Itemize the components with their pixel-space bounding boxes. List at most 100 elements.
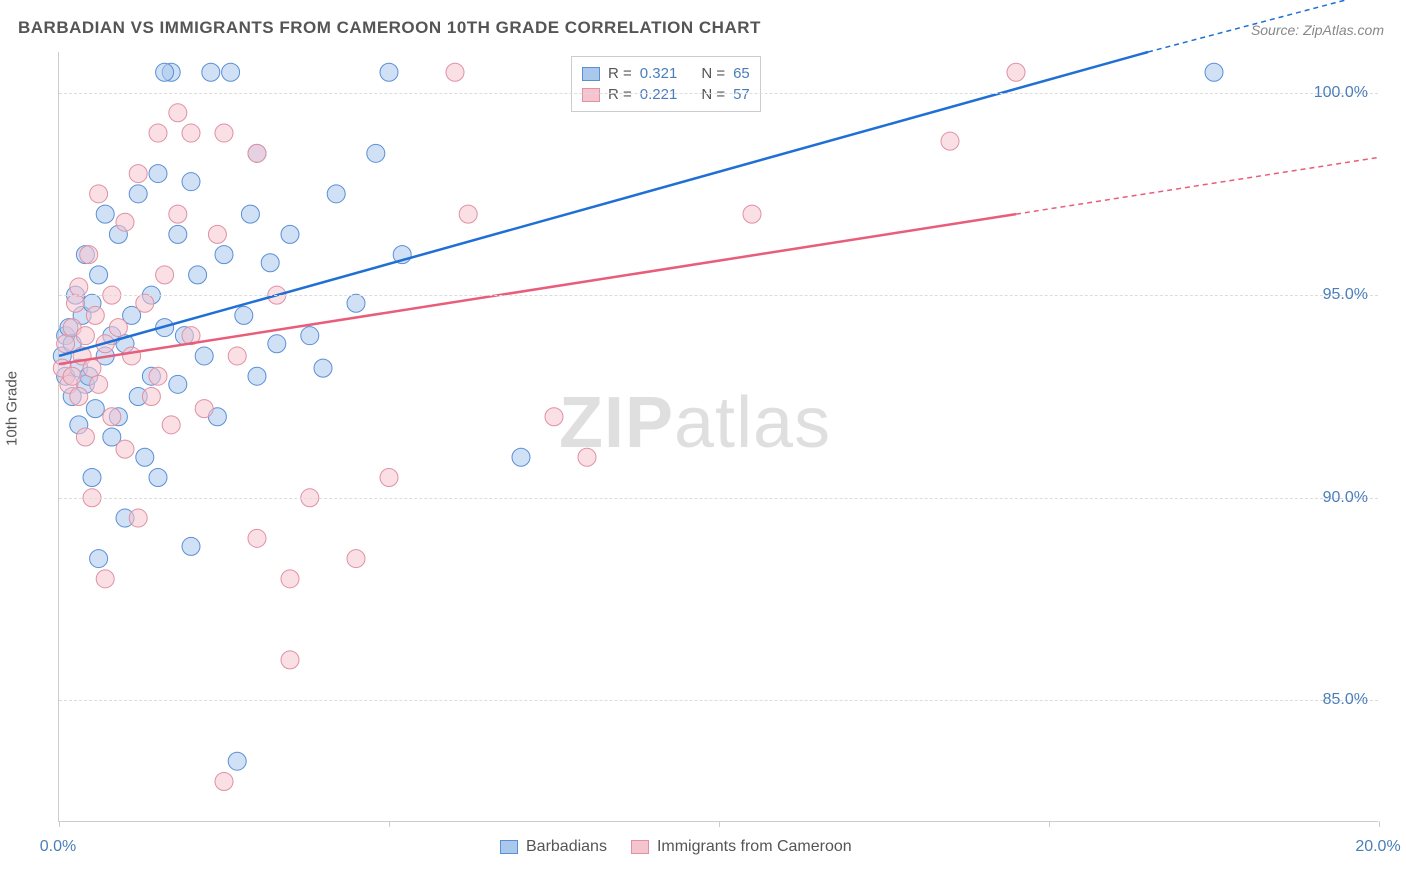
legend-swatch-1 — [582, 88, 600, 102]
data-point — [116, 213, 134, 231]
series-legend: Barbadians Immigrants from Cameroon — [500, 838, 852, 856]
data-point — [182, 173, 200, 191]
grid-line — [59, 93, 1378, 94]
data-point — [248, 367, 266, 385]
data-point — [327, 185, 345, 203]
data-point — [380, 469, 398, 487]
plot-area: ZIPatlas R = 0.321 N = 65 R = 0.221 N = … — [58, 52, 1378, 822]
data-point — [380, 63, 398, 81]
data-point — [136, 448, 154, 466]
data-point — [268, 335, 286, 353]
x-tick — [1379, 821, 1380, 827]
data-point — [281, 225, 299, 243]
data-point — [578, 448, 596, 466]
data-point — [162, 416, 180, 434]
legend-item-1: Immigrants from Cameroon — [631, 838, 852, 856]
n-label-0: N = — [701, 65, 725, 82]
data-point — [195, 347, 213, 365]
data-point — [446, 63, 464, 81]
grid-line — [59, 700, 1378, 701]
x-tick — [59, 821, 60, 827]
data-point — [83, 359, 101, 377]
data-point — [182, 537, 200, 555]
n-value-0: 65 — [733, 65, 750, 82]
data-point — [301, 327, 319, 345]
data-point — [129, 509, 147, 527]
grid-line — [59, 295, 1378, 296]
data-point — [228, 752, 246, 770]
legend-item-0: Barbadians — [500, 838, 607, 856]
data-point — [83, 469, 101, 487]
n-label-1: N = — [701, 86, 725, 103]
legend-bottom-swatch-1 — [631, 840, 649, 854]
data-point — [86, 400, 104, 418]
x-tick-label: 0.0% — [40, 838, 76, 856]
data-point — [241, 205, 259, 223]
data-point — [215, 246, 233, 264]
data-point — [235, 306, 253, 324]
data-point — [215, 772, 233, 790]
r-label-0: R = — [608, 65, 632, 82]
source-attribution: Source: ZipAtlas.com — [1251, 22, 1384, 38]
data-point — [70, 387, 88, 405]
legend-bottom-label-0: Barbadians — [526, 838, 607, 856]
data-point — [189, 266, 207, 284]
regression-line — [59, 214, 1016, 364]
x-tick — [389, 821, 390, 827]
data-point — [1205, 63, 1223, 81]
legend-row-1: R = 0.221 N = 57 — [582, 84, 750, 105]
data-point — [129, 165, 147, 183]
data-point — [156, 266, 174, 284]
data-point — [96, 570, 114, 588]
data-point — [169, 205, 187, 223]
data-point — [347, 294, 365, 312]
x-tick — [1049, 821, 1050, 827]
data-point — [123, 347, 141, 365]
legend-swatch-0 — [582, 67, 600, 81]
data-point — [103, 408, 121, 426]
x-tick-label: 20.0% — [1355, 838, 1400, 856]
data-point — [136, 294, 154, 312]
data-point — [248, 144, 266, 162]
data-point — [314, 359, 332, 377]
data-point — [86, 306, 104, 324]
data-point — [512, 448, 530, 466]
data-point — [215, 124, 233, 142]
y-tick-label: 100.0% — [1314, 84, 1368, 102]
chart-title: BARBADIAN VS IMMIGRANTS FROM CAMEROON 10… — [18, 18, 761, 38]
chart-svg — [59, 52, 1378, 821]
data-point — [129, 185, 147, 203]
data-point — [459, 205, 477, 223]
data-point — [63, 367, 81, 385]
r-value-0: 0.321 — [640, 65, 678, 82]
data-point — [76, 327, 94, 345]
data-point — [90, 550, 108, 568]
y-tick-label: 85.0% — [1323, 691, 1368, 709]
data-point — [149, 165, 167, 183]
grid-line — [59, 498, 1378, 499]
data-point — [90, 266, 108, 284]
data-point — [149, 124, 167, 142]
data-point — [116, 440, 134, 458]
data-point — [67, 294, 85, 312]
data-point — [1007, 63, 1025, 81]
data-point — [941, 132, 959, 150]
data-point — [281, 651, 299, 669]
correlation-legend: R = 0.321 N = 65 R = 0.221 N = 57 — [571, 56, 761, 112]
data-point — [90, 185, 108, 203]
y-tick-label: 95.0% — [1323, 286, 1368, 304]
data-point — [347, 550, 365, 568]
data-point — [169, 375, 187, 393]
data-point — [80, 246, 98, 264]
data-point — [281, 570, 299, 588]
data-point — [545, 408, 563, 426]
data-point — [149, 469, 167, 487]
data-point — [261, 254, 279, 272]
data-point — [96, 205, 114, 223]
data-point — [202, 63, 220, 81]
data-point — [70, 278, 88, 296]
data-point — [90, 375, 108, 393]
data-point — [57, 335, 75, 353]
data-point — [248, 529, 266, 547]
data-point — [222, 63, 240, 81]
